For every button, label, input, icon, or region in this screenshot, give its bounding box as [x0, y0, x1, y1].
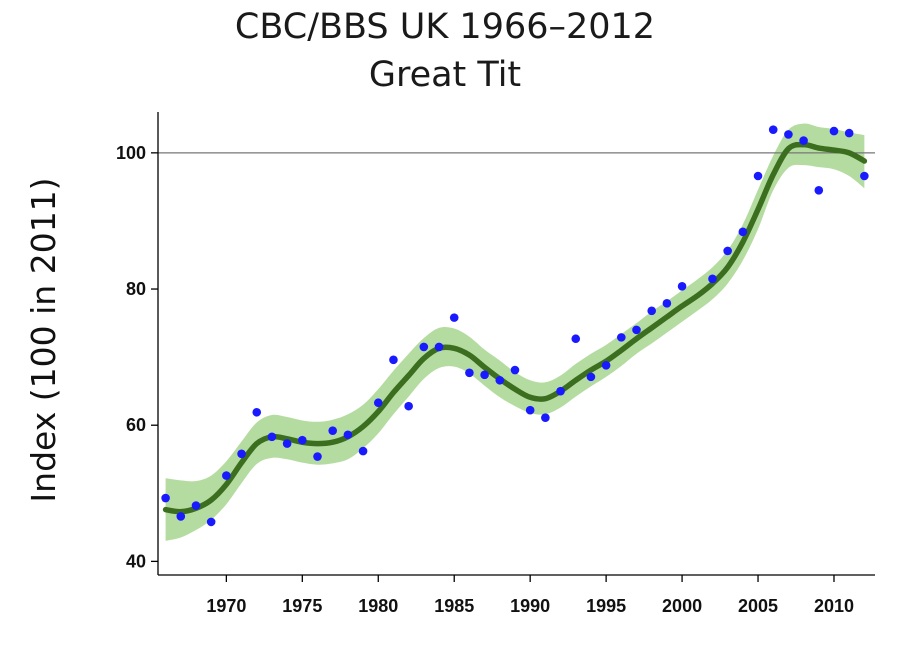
data-point — [844, 128, 854, 138]
data-point — [510, 365, 520, 375]
data-point — [617, 333, 626, 342]
data-point — [404, 401, 413, 411]
y-tick-label: 60 — [126, 415, 146, 435]
data-point — [313, 452, 322, 461]
axes-layer: 40 60 80 100 1970 1975 1980 1985 1990 1995 2000 200… — [116, 112, 875, 616]
data-point — [647, 306, 656, 316]
trend-line-layer — [162, 141, 868, 515]
x-tick-label: 1990 — [510, 596, 550, 616]
data-point — [662, 299, 672, 308]
data-point — [495, 375, 505, 385]
data-point — [480, 370, 489, 380]
chart-subtitle: Great Tit — [368, 55, 522, 95]
data-point — [571, 334, 581, 344]
data-point — [768, 125, 778, 135]
x-tick-label: 1985 — [434, 596, 474, 616]
data-point — [373, 398, 383, 408]
data-point — [860, 171, 869, 181]
data-point — [814, 186, 824, 195]
data-point — [799, 136, 808, 145]
data-point — [738, 227, 748, 237]
data-point — [708, 274, 717, 284]
data-point — [419, 342, 429, 352]
data-point — [328, 426, 337, 435]
data-point — [556, 386, 565, 396]
data-point — [222, 471, 231, 480]
data-point — [358, 446, 368, 456]
y-tick-label: 80 — [126, 279, 146, 299]
data-point — [176, 512, 186, 521]
trend-line — [162, 141, 868, 515]
x-tick-label: 1980 — [358, 596, 398, 616]
data-point — [723, 246, 732, 256]
data-point — [267, 432, 277, 442]
data-point — [541, 413, 550, 423]
data-point — [389, 355, 398, 365]
data-point — [753, 171, 763, 181]
data-point — [586, 372, 596, 382]
x-tick-label: 1970 — [206, 596, 246, 616]
data-point — [206, 517, 216, 527]
data-point — [191, 501, 201, 510]
data-point — [282, 439, 292, 448]
data-point — [449, 313, 459, 322]
data-point — [237, 449, 246, 459]
x-tick-label: 1975 — [282, 596, 322, 616]
data-points-layer — [161, 125, 869, 527]
data-point — [601, 360, 611, 370]
data-point — [784, 130, 793, 139]
data-point — [677, 282, 687, 291]
confidence-band — [165, 123, 865, 541]
data-point — [161, 493, 170, 503]
y-tick-label: 40 — [126, 551, 146, 571]
data-point — [465, 368, 474, 378]
data-point — [298, 435, 307, 445]
confidence-band-layer — [165, 123, 865, 541]
x-tick-label: 1995 — [586, 596, 626, 616]
x-tick-label: 2000 — [662, 596, 702, 616]
data-point — [632, 325, 641, 335]
data-point — [343, 430, 353, 440]
data-point — [252, 407, 262, 417]
x-tick-label: 2010 — [814, 596, 854, 616]
chart-title: CBC/BBS UK 1966–2012 — [234, 7, 656, 47]
x-tick-label: 2005 — [738, 596, 778, 616]
data-point — [434, 342, 444, 352]
data-point — [829, 126, 839, 136]
data-point — [525, 405, 535, 415]
y-tick-label: 100 — [116, 143, 146, 163]
